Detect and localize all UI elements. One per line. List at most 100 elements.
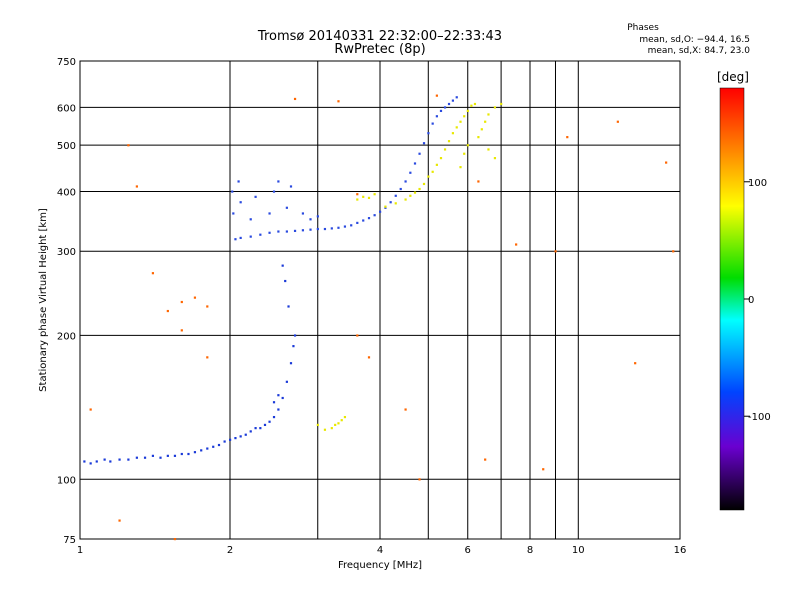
colorbar-tick-label: 100	[748, 178, 767, 189]
data-point	[309, 218, 312, 221]
data-point	[447, 102, 451, 106]
data-point	[435, 115, 438, 118]
data-point	[413, 162, 417, 165]
data-point	[337, 226, 340, 229]
data-point	[616, 120, 619, 123]
data-point	[484, 120, 487, 123]
data-point	[316, 227, 319, 231]
data-point	[180, 300, 183, 304]
colorbar-ticks: 100 0 -100	[744, 178, 771, 423]
colorbar-tick-label: -100	[748, 412, 771, 423]
data-point	[285, 380, 288, 383]
data-point	[431, 170, 434, 173]
phases-o-stats: mean, sd,O: −94.4, 16.5	[639, 35, 750, 45]
phases-legend: Phases mean, sd,O: −94.4, 16.5 mean, sd,…	[627, 23, 750, 56]
data-point	[566, 136, 569, 139]
data-point	[480, 128, 483, 131]
data-point	[259, 427, 262, 430]
data-point	[309, 228, 312, 231]
data-point	[118, 519, 121, 522]
data-point	[166, 309, 169, 313]
data-point	[356, 334, 359, 337]
data-point	[212, 445, 215, 448]
data-point	[272, 190, 276, 193]
x-tick-label: 16	[674, 545, 687, 556]
data-point	[466, 109, 469, 113]
data-point	[330, 427, 333, 430]
data-point	[289, 185, 293, 188]
data-point	[427, 132, 430, 135]
data-point	[367, 196, 371, 200]
data-point	[135, 456, 138, 459]
data-point	[379, 210, 382, 213]
phases-title: Phases	[627, 23, 659, 33]
data-point	[166, 454, 169, 457]
chart-subtitle: RwPretec (8p)	[334, 42, 425, 57]
data-point	[343, 415, 347, 419]
data-point	[151, 454, 155, 457]
data-point	[418, 478, 421, 481]
data-point	[384, 205, 387, 208]
data-point	[463, 152, 466, 155]
data-point	[109, 460, 112, 463]
data-point	[330, 227, 333, 230]
data-point	[200, 449, 203, 452]
data-point	[362, 195, 365, 198]
data-point	[435, 163, 438, 166]
data-point	[187, 452, 190, 456]
data-point	[493, 106, 497, 109]
x-tick-label: 10	[572, 545, 585, 556]
data-point	[232, 212, 235, 215]
data-point	[337, 100, 340, 103]
data-point	[293, 334, 297, 337]
data-point	[487, 113, 490, 116]
data-point	[554, 250, 557, 253]
data-point	[418, 187, 421, 191]
data-point	[466, 144, 469, 147]
y-axis-ticks: 75 100 200 300 400 500 600 750	[57, 57, 76, 546]
data-point	[404, 198, 407, 201]
data-point	[443, 148, 447, 151]
data-point	[427, 175, 430, 178]
data-point	[362, 219, 365, 222]
data-point	[89, 408, 92, 411]
data-point	[399, 187, 402, 191]
data-point	[103, 458, 106, 461]
grid	[80, 61, 680, 539]
data-point	[477, 180, 480, 183]
data-point	[254, 195, 257, 198]
data-point	[367, 356, 371, 359]
data-point	[394, 194, 397, 197]
data-point	[634, 362, 637, 365]
data-point	[384, 206, 387, 209]
data-point	[356, 221, 359, 225]
data-point	[143, 456, 147, 459]
x-tick-label: 2	[227, 545, 233, 556]
data-point	[665, 161, 668, 164]
data-point	[244, 433, 247, 436]
data-point	[234, 436, 237, 440]
data-point	[431, 122, 434, 125]
data-point	[409, 171, 412, 174]
data-point	[206, 447, 209, 450]
data-point	[180, 452, 183, 456]
data-point	[455, 126, 458, 129]
data-point	[254, 427, 257, 430]
data-point	[343, 225, 347, 228]
data-point	[301, 229, 305, 232]
data-point	[459, 166, 462, 169]
data-point	[277, 408, 280, 411]
data-point	[316, 215, 319, 218]
data-point	[277, 230, 280, 233]
x-tick-label: 6	[465, 545, 471, 556]
data-point	[394, 202, 397, 205]
colorbar-label: [deg]	[717, 70, 749, 84]
data-point	[293, 97, 297, 101]
data-point	[272, 415, 276, 419]
data-point	[293, 229, 297, 233]
data-point	[463, 115, 466, 118]
data-point	[287, 305, 290, 308]
data-point	[404, 408, 407, 411]
data-point	[389, 201, 392, 204]
data-point	[231, 190, 234, 193]
